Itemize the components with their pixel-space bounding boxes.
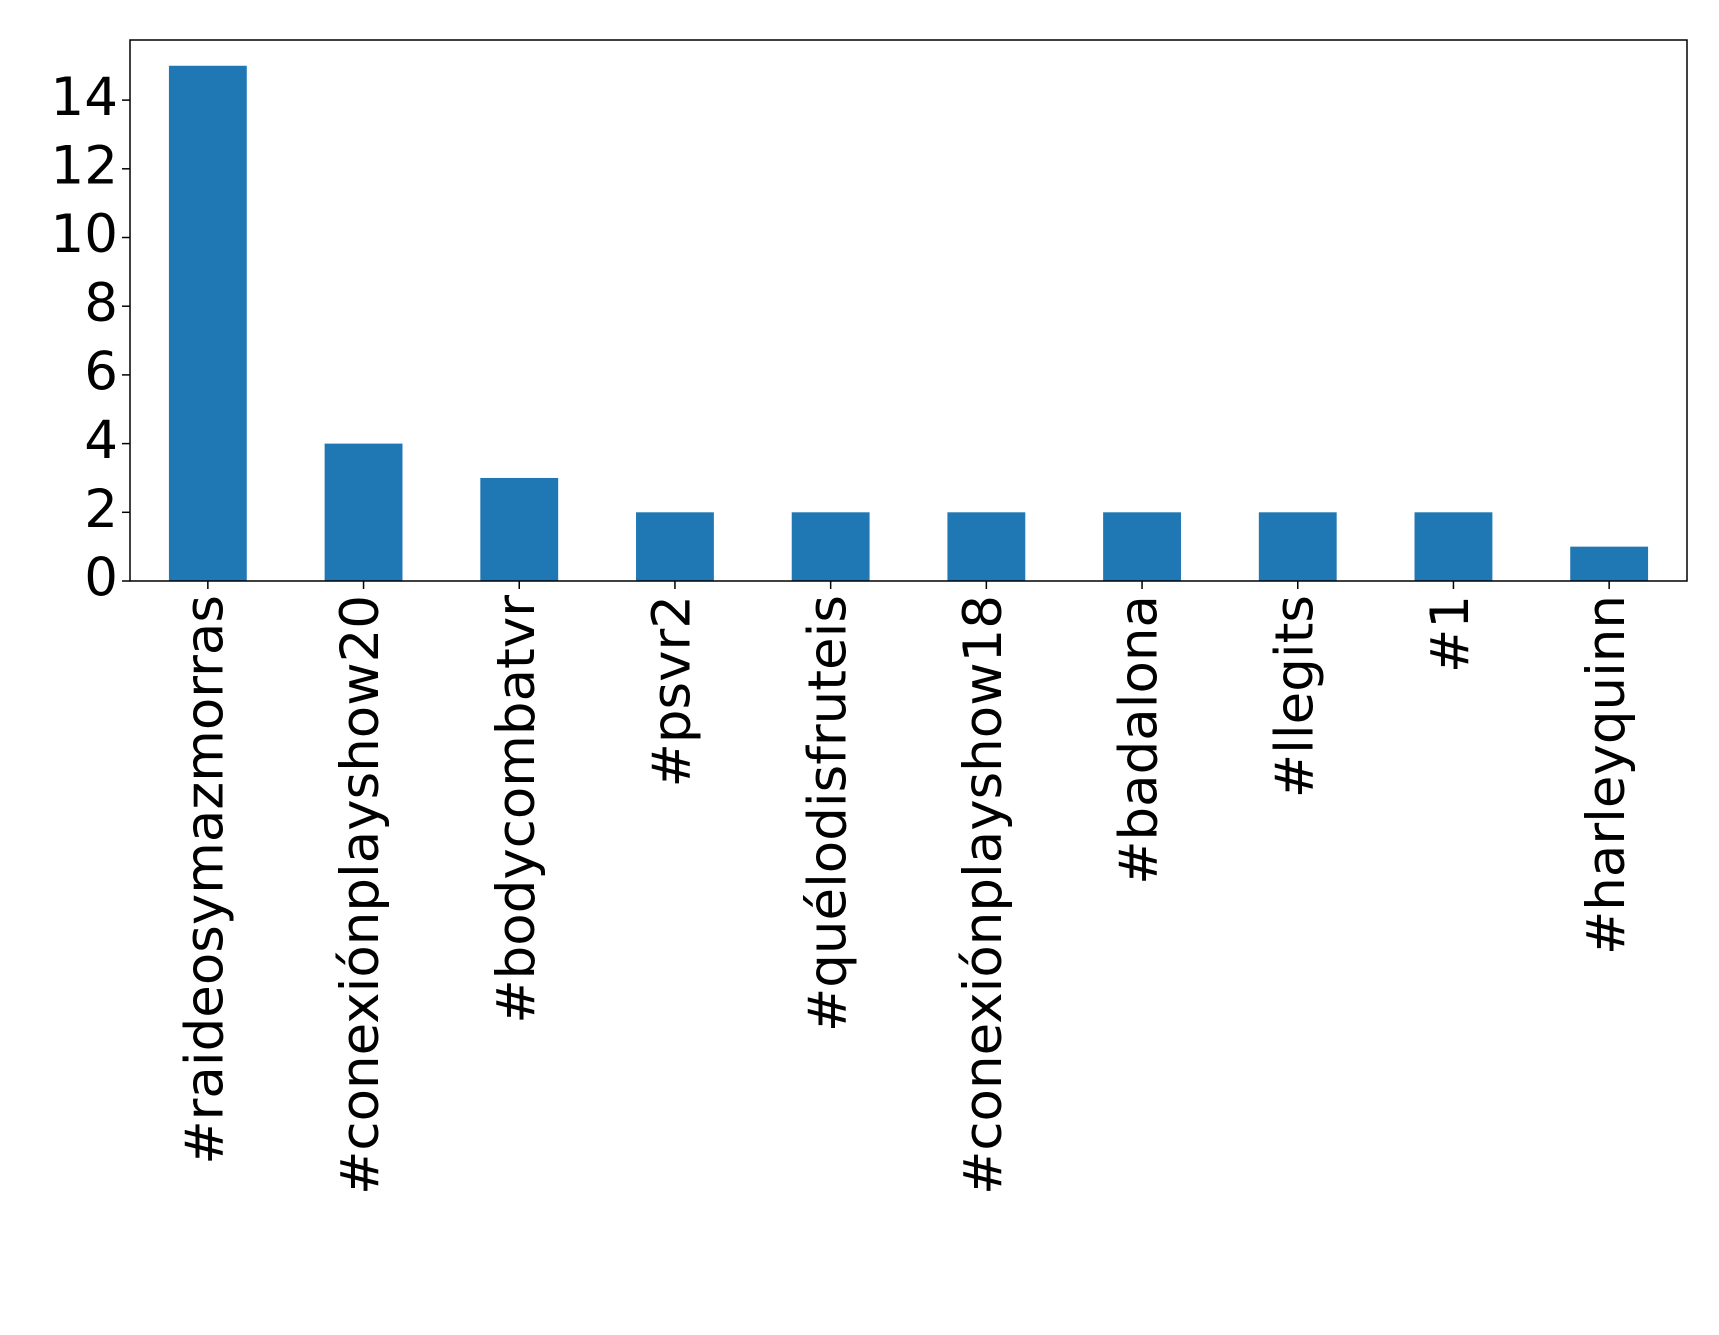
y-tick-label: 6: [84, 342, 118, 403]
bar: [947, 512, 1026, 581]
y-tick-label: 4: [84, 410, 118, 471]
x-tick-label: #quélodisfruteis: [797, 595, 858, 1032]
x-tick-label: #harleyquinn: [1576, 595, 1637, 955]
x-tick-label: #conexiónplayshow20: [330, 595, 391, 1195]
x-tick-label: #1: [1420, 595, 1481, 673]
y-tick-label: 12: [51, 135, 118, 196]
bar: [1103, 512, 1181, 581]
x-tick-label: #raideosymazmorras: [174, 595, 235, 1165]
bar: [636, 512, 714, 581]
y-tick-label: 2: [84, 479, 118, 540]
bar: [324, 443, 403, 581]
x-tick-label: #llegits: [1264, 595, 1325, 798]
bar: [168, 65, 247, 581]
plot-frame: [129, 39, 1688, 582]
x-tick-label: #psvr2: [642, 595, 703, 788]
x-tick-label: #conexiónplayshow18: [953, 595, 1014, 1195]
bar: [480, 477, 559, 581]
bar: [1258, 512, 1337, 581]
y-tick-label: 10: [51, 204, 118, 265]
bar: [1414, 512, 1493, 581]
x-tick-label: #badalona: [1109, 595, 1170, 885]
y-tick-label: 0: [84, 548, 118, 609]
x-tick-label: #bodycombatvr: [486, 595, 547, 1024]
y-tick-label: 14: [51, 67, 118, 128]
y-tick-label: 8: [84, 273, 118, 334]
bar: [791, 512, 870, 581]
bar: [1570, 546, 1649, 581]
